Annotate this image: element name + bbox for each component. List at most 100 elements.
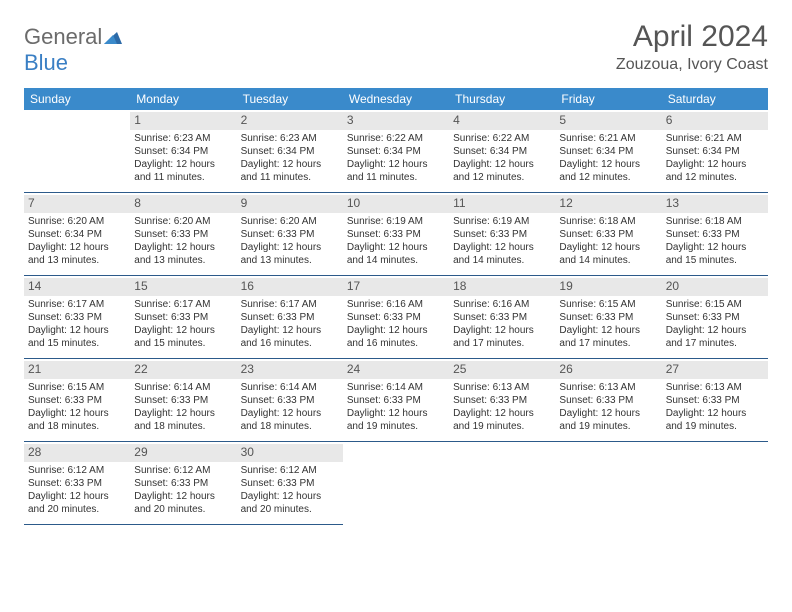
sunrise-line: Sunrise: 6:17 AM bbox=[241, 298, 339, 311]
day-number: 13 bbox=[662, 195, 768, 213]
logo: GeneralBlue bbox=[24, 24, 124, 76]
day-number: 22 bbox=[130, 361, 236, 379]
sunset-line: Sunset: 6:33 PM bbox=[28, 394, 126, 407]
calendar-row: 28Sunrise: 6:12 AMSunset: 6:33 PMDayligh… bbox=[24, 442, 768, 525]
sunrise-line: Sunrise: 6:20 AM bbox=[134, 215, 232, 228]
calendar-cell: 3Sunrise: 6:22 AMSunset: 6:34 PMDaylight… bbox=[343, 110, 449, 193]
day-number: 29 bbox=[130, 444, 236, 462]
daylight-line: Daylight: 12 hours and 15 minutes. bbox=[666, 241, 764, 267]
column-header: Saturday bbox=[662, 88, 768, 110]
sunset-line: Sunset: 6:33 PM bbox=[347, 311, 445, 324]
sunrise-line: Sunrise: 6:14 AM bbox=[241, 381, 339, 394]
sunrise-line: Sunrise: 6:19 AM bbox=[453, 215, 551, 228]
sunrise-line: Sunrise: 6:12 AM bbox=[28, 464, 126, 477]
day-number: 18 bbox=[449, 278, 555, 296]
day-number: 12 bbox=[555, 195, 661, 213]
sunset-line: Sunset: 6:34 PM bbox=[241, 145, 339, 158]
calendar-cell: 22Sunrise: 6:14 AMSunset: 6:33 PMDayligh… bbox=[130, 359, 236, 442]
daylight-line: Daylight: 12 hours and 17 minutes. bbox=[666, 324, 764, 350]
sunset-line: Sunset: 6:33 PM bbox=[134, 311, 232, 324]
logo-text: GeneralBlue bbox=[24, 24, 124, 76]
daylight-line: Daylight: 12 hours and 20 minutes. bbox=[134, 490, 232, 516]
daylight-line: Daylight: 12 hours and 14 minutes. bbox=[453, 241, 551, 267]
day-number: 30 bbox=[237, 444, 343, 462]
daylight-line: Daylight: 12 hours and 15 minutes. bbox=[28, 324, 126, 350]
sunset-line: Sunset: 6:33 PM bbox=[347, 228, 445, 241]
logo-part2: Blue bbox=[24, 50, 68, 75]
sunrise-line: Sunrise: 6:13 AM bbox=[453, 381, 551, 394]
location-label: Zouzoua, Ivory Coast bbox=[616, 56, 768, 74]
day-number: 25 bbox=[449, 361, 555, 379]
sunset-line: Sunset: 6:33 PM bbox=[134, 477, 232, 490]
calendar-cell: 4Sunrise: 6:22 AMSunset: 6:34 PMDaylight… bbox=[449, 110, 555, 193]
column-header: Sunday bbox=[24, 88, 130, 110]
calendar-cell bbox=[449, 442, 555, 525]
calendar-cell: 20Sunrise: 6:15 AMSunset: 6:33 PMDayligh… bbox=[662, 276, 768, 359]
calendar-cell bbox=[662, 442, 768, 525]
daylight-line: Daylight: 12 hours and 16 minutes. bbox=[241, 324, 339, 350]
day-number: 14 bbox=[24, 278, 130, 296]
sunrise-line: Sunrise: 6:16 AM bbox=[453, 298, 551, 311]
calendar-cell: 10Sunrise: 6:19 AMSunset: 6:33 PMDayligh… bbox=[343, 193, 449, 276]
sunset-line: Sunset: 6:33 PM bbox=[453, 228, 551, 241]
daylight-line: Daylight: 12 hours and 17 minutes. bbox=[559, 324, 657, 350]
sunrise-line: Sunrise: 6:18 AM bbox=[666, 215, 764, 228]
sunrise-line: Sunrise: 6:21 AM bbox=[559, 132, 657, 145]
daylight-line: Daylight: 12 hours and 14 minutes. bbox=[347, 241, 445, 267]
sunset-line: Sunset: 6:33 PM bbox=[559, 228, 657, 241]
logo-triangle-icon bbox=[104, 24, 122, 49]
day-number: 7 bbox=[24, 195, 130, 213]
calendar-body: 1Sunrise: 6:23 AMSunset: 6:34 PMDaylight… bbox=[24, 110, 768, 525]
page-title: April 2024 bbox=[616, 20, 768, 54]
day-number: 9 bbox=[237, 195, 343, 213]
calendar-cell: 14Sunrise: 6:17 AMSunset: 6:33 PMDayligh… bbox=[24, 276, 130, 359]
sunset-line: Sunset: 6:34 PM bbox=[134, 145, 232, 158]
day-number: 28 bbox=[24, 444, 130, 462]
sunrise-line: Sunrise: 6:20 AM bbox=[241, 215, 339, 228]
daylight-line: Daylight: 12 hours and 12 minutes. bbox=[666, 158, 764, 184]
calendar-cell: 5Sunrise: 6:21 AMSunset: 6:34 PMDaylight… bbox=[555, 110, 661, 193]
day-number: 11 bbox=[449, 195, 555, 213]
daylight-line: Daylight: 12 hours and 19 minutes. bbox=[559, 407, 657, 433]
calendar-cell: 23Sunrise: 6:14 AMSunset: 6:33 PMDayligh… bbox=[237, 359, 343, 442]
calendar-row: 1Sunrise: 6:23 AMSunset: 6:34 PMDaylight… bbox=[24, 110, 768, 193]
sunrise-line: Sunrise: 6:15 AM bbox=[28, 381, 126, 394]
column-header: Tuesday bbox=[237, 88, 343, 110]
day-number: 10 bbox=[343, 195, 449, 213]
sunset-line: Sunset: 6:33 PM bbox=[28, 477, 126, 490]
sunrise-line: Sunrise: 6:12 AM bbox=[241, 464, 339, 477]
day-number: 27 bbox=[662, 361, 768, 379]
day-number: 4 bbox=[449, 112, 555, 130]
day-number: 17 bbox=[343, 278, 449, 296]
calendar-cell: 6Sunrise: 6:21 AMSunset: 6:34 PMDaylight… bbox=[662, 110, 768, 193]
calendar-row: 21Sunrise: 6:15 AMSunset: 6:33 PMDayligh… bbox=[24, 359, 768, 442]
calendar-cell: 28Sunrise: 6:12 AMSunset: 6:33 PMDayligh… bbox=[24, 442, 130, 525]
day-number: 5 bbox=[555, 112, 661, 130]
calendar-cell: 8Sunrise: 6:20 AMSunset: 6:33 PMDaylight… bbox=[130, 193, 236, 276]
sunrise-line: Sunrise: 6:21 AM bbox=[666, 132, 764, 145]
calendar-cell: 17Sunrise: 6:16 AMSunset: 6:33 PMDayligh… bbox=[343, 276, 449, 359]
daylight-line: Daylight: 12 hours and 15 minutes. bbox=[134, 324, 232, 350]
day-number: 24 bbox=[343, 361, 449, 379]
header: GeneralBlue April 2024 Zouzoua, Ivory Co… bbox=[24, 20, 768, 76]
sunrise-line: Sunrise: 6:13 AM bbox=[666, 381, 764, 394]
daylight-line: Daylight: 12 hours and 18 minutes. bbox=[134, 407, 232, 433]
sunset-line: Sunset: 6:34 PM bbox=[28, 228, 126, 241]
sunset-line: Sunset: 6:34 PM bbox=[559, 145, 657, 158]
calendar-cell: 18Sunrise: 6:16 AMSunset: 6:33 PMDayligh… bbox=[449, 276, 555, 359]
day-number: 1 bbox=[130, 112, 236, 130]
day-number: 8 bbox=[130, 195, 236, 213]
column-header: Monday bbox=[130, 88, 236, 110]
daylight-line: Daylight: 12 hours and 20 minutes. bbox=[241, 490, 339, 516]
daylight-line: Daylight: 12 hours and 12 minutes. bbox=[453, 158, 551, 184]
sunset-line: Sunset: 6:33 PM bbox=[559, 394, 657, 407]
calendar-cell: 29Sunrise: 6:12 AMSunset: 6:33 PMDayligh… bbox=[130, 442, 236, 525]
day-number: 19 bbox=[555, 278, 661, 296]
daylight-line: Daylight: 12 hours and 13 minutes. bbox=[241, 241, 339, 267]
sunrise-line: Sunrise: 6:23 AM bbox=[134, 132, 232, 145]
daylight-line: Daylight: 12 hours and 14 minutes. bbox=[559, 241, 657, 267]
day-number: 3 bbox=[343, 112, 449, 130]
calendar-row: 14Sunrise: 6:17 AMSunset: 6:33 PMDayligh… bbox=[24, 276, 768, 359]
sunset-line: Sunset: 6:33 PM bbox=[241, 228, 339, 241]
calendar-cell bbox=[343, 442, 449, 525]
